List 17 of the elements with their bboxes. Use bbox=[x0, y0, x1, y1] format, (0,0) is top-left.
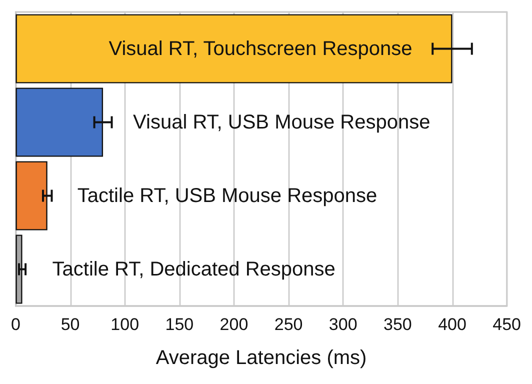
x-tick-label: 0 bbox=[10, 315, 20, 334]
x-tick-label: 150 bbox=[165, 315, 194, 334]
x-tick-label: 450 bbox=[492, 315, 522, 334]
y-tick-label: Visual RT, USB Mouse Response bbox=[133, 111, 430, 134]
x-tick-label: 100 bbox=[110, 315, 140, 334]
bar bbox=[16, 234, 22, 304]
x-tick-label: 400 bbox=[438, 315, 466, 334]
x-tick-label: 300 bbox=[328, 315, 358, 334]
y-tick-label: Visual RT, Touchscreen Response bbox=[108, 38, 412, 60]
x-axis-title: Average Latencies (ms) bbox=[156, 347, 367, 369]
x-tick-label: 50 bbox=[60, 315, 80, 334]
y-tick-label: Tactile RT, Dedicated Response bbox=[52, 258, 336, 280]
bar bbox=[16, 161, 48, 230]
x-tick-label: 350 bbox=[384, 315, 412, 334]
y-tick-label: Tactile RT, USB Mouse Response bbox=[77, 184, 378, 207]
x-tick-label: 250 bbox=[274, 315, 303, 334]
x-tick-label: 200 bbox=[220, 315, 248, 334]
